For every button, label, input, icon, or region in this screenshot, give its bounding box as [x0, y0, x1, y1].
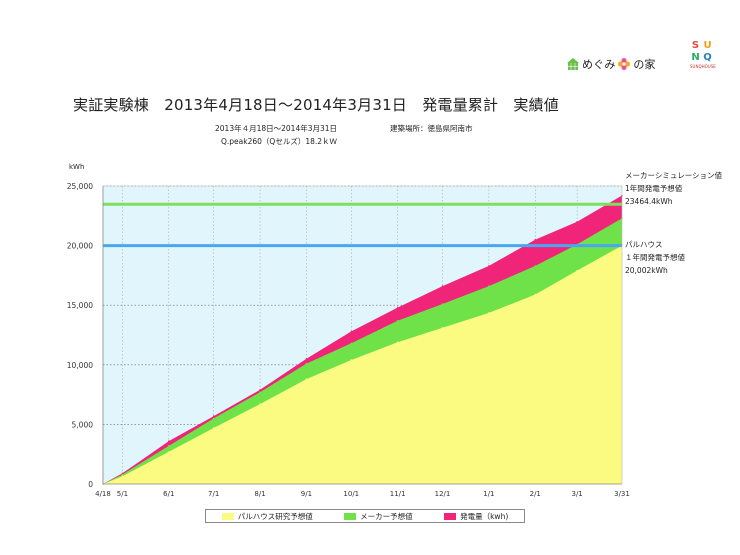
area-maker-point: [305, 362, 308, 365]
chart-title: 実証実験棟 2013年4月18日〜2014年3月31日 発電量累計 実績値: [73, 96, 560, 114]
area-actual-point: [305, 358, 308, 360]
x-tick-label: 2/1: [530, 490, 541, 498]
x-tick-label: 3/1: [571, 490, 582, 498]
area-pal-point: [212, 427, 215, 429]
area-actual-point: [576, 220, 578, 223]
maker-annotation-title: メーカーシミュレーション値: [625, 171, 723, 180]
area-pal-point: [396, 341, 399, 343]
pal-annotation: パルハウス １年間発電予想値 20,002kWh: [625, 238, 685, 277]
sunq-logo: S U N Q SUNQHOUSE: [690, 40, 716, 69]
maker-annotation-value: 23464.4kWh: [625, 197, 673, 206]
legend-swatch-pal: [221, 512, 234, 520]
legend-item-actual: 発電量（kwh): [444, 511, 508, 522]
area-pal-point: [305, 378, 308, 380]
megumi-text: めぐみ: [582, 58, 616, 71]
area-actual-point: [259, 389, 261, 391]
chart-legend: パルハウス研究予想値 メーカー予想値 発電量（kwh): [205, 509, 525, 523]
megumi-suffix: の家: [633, 58, 656, 71]
maker-annotation: メーカーシミュレーション値 1年間発電予想値 23464.4kWh: [625, 169, 722, 208]
x-tick-label: 3/31: [614, 490, 630, 498]
area-maker-point: [396, 319, 399, 322]
area-pal-point: [488, 312, 490, 314]
system-text: Q.peak260（Qセルズ）18.2ｋＷ: [221, 137, 338, 146]
period-text: 2013年４月18日〜2014年3月31日: [215, 124, 338, 133]
area-actual-point: [168, 440, 170, 442]
x-tick-label: 4/18: [95, 490, 111, 498]
area-pal-point: [259, 403, 261, 405]
area-maker-point: [168, 445, 170, 447]
area-maker-point: [534, 265, 537, 267]
x-tick-label: 12/1: [435, 490, 451, 498]
x-tick-label: 9/1: [301, 490, 312, 498]
area-maker-point: [212, 417, 215, 420]
house-icon: [567, 58, 579, 70]
area-actual-point: [441, 285, 444, 287]
legend-item-maker: メーカー予想値: [344, 511, 413, 522]
flower-icon: [618, 58, 631, 70]
sunq-letter-s: S: [691, 40, 700, 51]
area-pal-point: [350, 359, 353, 361]
x-tick-label: 5/1: [117, 490, 128, 498]
legend-label-maker: メーカー予想値: [360, 511, 413, 521]
x-tick-label: 10/1: [343, 490, 359, 498]
pal-annotation-sub: １年間発電予想値: [625, 253, 685, 262]
y-tick-label: 15,000: [67, 301, 93, 310]
legend-label-actual: 発電量（kwh): [460, 511, 509, 521]
y-tick-label: 10,000: [67, 361, 93, 370]
legend-swatch-actual: [444, 512, 457, 520]
area-maker-point: [121, 473, 124, 476]
logo-area: めぐみ の家 S U N Q SUNQHOUSE: [567, 40, 727, 84]
reference-lines: [103, 202, 622, 248]
legend-swatch-maker: [344, 512, 357, 520]
x-tick-label: 1/1: [483, 490, 494, 498]
megumi-logo: めぐみ の家: [567, 56, 655, 72]
pal-annotation-title: パルハウス: [625, 240, 663, 249]
area-layer: [102, 194, 623, 485]
area-actual-point: [350, 330, 353, 333]
y-tick-label: 0: [88, 480, 93, 489]
area-pal-point: [121, 475, 124, 478]
legend-label-pal: パルハウス研究予想値: [237, 511, 313, 521]
area-maker-point: [350, 342, 353, 345]
area-pal-point: [576, 269, 578, 272]
area-maker-point: [259, 391, 261, 394]
y-tick-label: 25,000: [67, 182, 93, 191]
legend-item-pal: パルハウス研究予想値: [221, 511, 313, 522]
area-pal-point: [534, 293, 537, 296]
sunq-letter-q: Q: [703, 52, 712, 63]
sunq-letter-u: U: [703, 40, 712, 51]
axis-layer: 0 5,000 10,000 15,000 20,000 25,000 4/18 5/1 6/1…: [67, 182, 630, 498]
location-text: 建築場所：徳島県阿南市: [390, 124, 473, 133]
area-maker-point: [441, 303, 444, 305]
area-pal-point: [441, 327, 444, 329]
area-actual-point: [396, 306, 399, 309]
y-axis-label: kWh: [69, 163, 85, 171]
x-tick-label: 11/1: [390, 490, 406, 498]
sunq-house-text: SUNQHOUSE: [690, 64, 716, 69]
area-actual-point: [121, 472, 124, 475]
area-actual-point: [488, 265, 490, 267]
area-pal-point: [168, 451, 170, 453]
area-pal: [103, 245, 622, 484]
x-tick-label: 7/1: [208, 490, 219, 498]
area-actual-point: [212, 415, 215, 417]
x-tick-label: 8/1: [254, 490, 265, 498]
x-tick-label: 6/1: [163, 490, 174, 498]
area-maker-point: [488, 285, 490, 287]
area-actual-point: [534, 238, 537, 241]
y-tick-label: 5,000: [72, 420, 94, 429]
y-tick-label: 20,000: [67, 242, 93, 251]
maker-annotation-sub: 1年間発電予想値: [625, 184, 683, 193]
sunq-letter-n: N: [691, 52, 700, 63]
pal-annotation-value: 20,002kWh: [625, 266, 668, 275]
